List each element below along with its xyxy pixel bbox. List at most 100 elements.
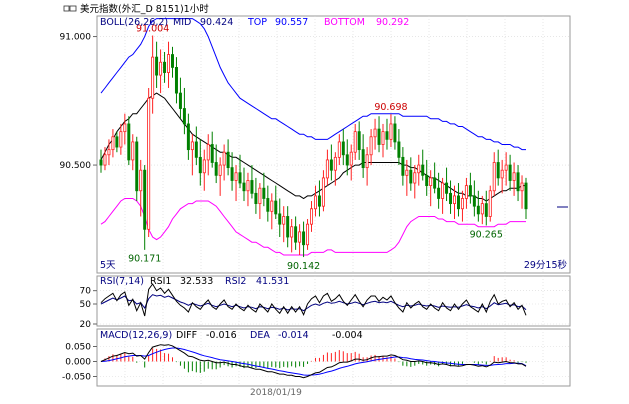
candle-body xyxy=(262,187,266,199)
candle-body xyxy=(353,131,357,153)
candle xyxy=(460,190,464,222)
candle-body xyxy=(246,180,250,192)
candle-body xyxy=(329,159,333,171)
candle-body xyxy=(258,187,262,205)
candle-body xyxy=(119,131,123,148)
candle-body xyxy=(313,195,317,210)
candle xyxy=(429,170,433,207)
candle-body xyxy=(230,167,234,181)
candle xyxy=(337,134,341,166)
candle xyxy=(194,126,198,166)
candle xyxy=(468,172,472,204)
candle-body xyxy=(190,141,194,151)
candle-body xyxy=(155,56,159,76)
candle xyxy=(484,190,488,226)
candle xyxy=(476,190,480,222)
candle xyxy=(488,185,492,222)
candle-body xyxy=(218,164,222,176)
countdown-label: 29分15秒 xyxy=(524,259,568,271)
rsi1-line xyxy=(100,283,527,317)
macd-legend: MACD(12,26,9) DIFF -0.016 DEA -0.014 -0.… xyxy=(100,330,363,341)
candle-body xyxy=(115,136,119,148)
candle-body xyxy=(103,154,107,166)
candle-body xyxy=(472,195,476,207)
candle xyxy=(500,159,504,194)
candle-body xyxy=(333,156,337,171)
candle-body xyxy=(441,182,445,199)
rsi-tick-label: 20 xyxy=(80,320,92,330)
candle xyxy=(310,201,314,232)
candle-body xyxy=(492,162,496,192)
panel-frame-rsi xyxy=(96,275,571,327)
candle xyxy=(115,131,119,153)
candle xyxy=(159,49,163,94)
candle xyxy=(143,165,147,250)
candle-body xyxy=(214,162,218,176)
candle-body xyxy=(286,216,290,238)
candle-body xyxy=(147,97,151,230)
candle xyxy=(278,198,282,238)
candle-body xyxy=(393,123,397,143)
candle-body xyxy=(186,123,190,151)
dea-value: -0.014 xyxy=(278,330,309,341)
top-value: 90.557 xyxy=(275,17,308,28)
candle-body xyxy=(111,136,115,151)
candle-body xyxy=(453,195,456,205)
candle-body xyxy=(202,159,206,174)
macd-panel: 0.050 0.000 -0.050 xyxy=(62,343,527,383)
candle xyxy=(508,154,512,191)
candle xyxy=(472,180,476,217)
rsi-tick-label: 50 xyxy=(80,300,92,310)
candle-body xyxy=(425,174,429,187)
candle xyxy=(480,195,484,225)
candle xyxy=(321,170,325,212)
rsi-legend: RSI(7,14) RSI1 32.533 RSI2 41.531 xyxy=(100,276,289,287)
candle xyxy=(425,159,429,196)
price-annotations: 91.004 90.171 90.142 90.698 90.265 xyxy=(128,24,503,273)
candle-body xyxy=(468,185,472,197)
candle xyxy=(119,123,123,155)
candle-body xyxy=(405,169,409,176)
dea-label: DEA xyxy=(250,330,270,341)
candle-body xyxy=(389,123,393,140)
candle-body xyxy=(433,177,437,189)
macd-tick-label: -0.050 xyxy=(62,373,91,383)
candle-body xyxy=(369,136,373,156)
candle-body xyxy=(238,172,242,184)
candle xyxy=(282,206,286,243)
rsi-panel: 70 50 20 xyxy=(80,283,527,330)
candle-body xyxy=(278,213,282,225)
candle-body xyxy=(456,195,460,210)
price-axis: 91.000 90.500 xyxy=(60,33,97,171)
candle xyxy=(385,118,389,150)
candle-body xyxy=(290,226,294,238)
candle-body xyxy=(123,123,127,133)
candle-body xyxy=(167,54,171,73)
candle-body xyxy=(512,172,516,181)
boll-bands xyxy=(100,18,526,256)
candle xyxy=(325,149,329,186)
candle-body xyxy=(317,195,321,207)
candle xyxy=(433,162,437,194)
macd-histogram xyxy=(104,348,527,373)
panel-frames xyxy=(96,15,571,387)
candle-body xyxy=(445,182,449,194)
candle-body xyxy=(254,192,258,205)
macd-value: -0.004 xyxy=(332,330,363,341)
candle-body xyxy=(210,144,214,163)
candle-body xyxy=(135,141,139,192)
candle xyxy=(103,147,107,171)
candle-body xyxy=(365,154,369,169)
candle xyxy=(182,87,186,135)
candle-body xyxy=(357,131,361,151)
candle xyxy=(214,144,218,184)
candle xyxy=(107,139,111,166)
candle-body xyxy=(294,226,298,243)
candle xyxy=(190,134,194,176)
candle-body xyxy=(417,164,421,174)
candle-body xyxy=(194,141,198,158)
rsi-axis: 70 50 20 xyxy=(80,287,97,330)
candle xyxy=(266,185,270,222)
candle xyxy=(413,165,417,199)
